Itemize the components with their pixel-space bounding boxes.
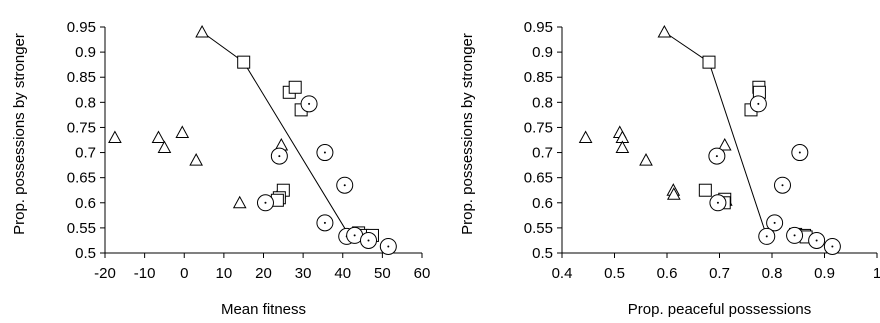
circle-point-center xyxy=(815,239,818,242)
x-tick-label: 0.7 xyxy=(709,265,730,282)
circle-point-center xyxy=(773,221,776,224)
circle-point-center xyxy=(353,234,356,237)
circle-point-center xyxy=(781,184,784,187)
y-tick-label: 0.8 xyxy=(532,94,553,111)
chart-panel-1: 0.5 0.55 0.6 0.65 0.7 0.75 0.8 0.85 0.9 0.95 -20 -1… xyxy=(11,19,430,318)
y-tick-label: 0.95 xyxy=(524,19,553,36)
triangle-point xyxy=(657,24,672,38)
circle-point-center xyxy=(715,155,718,158)
trend-line xyxy=(201,31,352,239)
x-tick-label: 0.5 xyxy=(604,265,625,282)
circle-point-center xyxy=(793,234,796,237)
y-tick-label: 0.55 xyxy=(524,220,553,237)
x-axis-title: Mean fitness xyxy=(221,301,306,318)
x-tick-label: 1 xyxy=(873,265,880,282)
x-axis-title: Prop. peaceful possessions xyxy=(628,301,811,318)
y-axis-title: Prop. possessions by stronger xyxy=(459,33,476,235)
triangle-point xyxy=(157,140,172,154)
triangle-point xyxy=(175,125,190,138)
y-tick-label: 0.6 xyxy=(532,195,553,212)
square-point xyxy=(698,183,712,197)
y-tick-label: 0.85 xyxy=(67,69,96,86)
x-tick-label: 0.6 xyxy=(657,265,678,282)
x-tick-label: 10 xyxy=(216,265,233,282)
y-tick-label: 0.7 xyxy=(75,145,96,162)
triangle-point xyxy=(195,24,209,38)
circle-point-center xyxy=(765,235,768,238)
circle-point-center xyxy=(323,221,326,224)
y-tick-label: 0.75 xyxy=(67,119,96,136)
x-tick-label: 40 xyxy=(334,265,351,282)
y-tick-label: 0.9 xyxy=(532,44,553,61)
y-tick-label: 0.75 xyxy=(524,119,553,136)
square-point xyxy=(237,55,251,69)
x-tick-label: -20 xyxy=(94,265,116,282)
y-tick-label: 0.5 xyxy=(532,245,553,262)
circle-point-center xyxy=(264,201,267,204)
y-tick-label: 0.9 xyxy=(75,44,96,61)
circle-point-center xyxy=(343,184,346,187)
circle-point-center xyxy=(367,239,370,242)
circle-point-center xyxy=(798,151,801,154)
x-tick-label: 0.9 xyxy=(814,265,835,282)
x-tick-label: 50 xyxy=(374,265,391,282)
triangle-point xyxy=(578,130,593,143)
y-tick-label: 0.5 xyxy=(75,245,96,262)
x-tick-label: 60 xyxy=(414,265,431,282)
circle-point-center xyxy=(831,245,834,248)
circle-point-center xyxy=(308,102,311,105)
square-point xyxy=(288,80,302,94)
y-tick-label: 0.55 xyxy=(67,220,96,237)
circle-point-center xyxy=(278,155,281,158)
chart-panel-2: 0.5 0.55 0.6 0.65 0.7 0.75 0.8 0.85 0.9 0.95 0.4 0.… xyxy=(459,19,880,318)
triangle-point xyxy=(108,130,122,143)
circle-point-center xyxy=(716,201,719,204)
triangle-point xyxy=(717,137,732,151)
x-tick-label: 0 xyxy=(180,265,188,282)
circle-point-center xyxy=(387,245,390,248)
y-tick-label: 0.65 xyxy=(67,170,96,187)
triangle-point xyxy=(639,153,653,166)
triangle-point xyxy=(151,130,166,143)
x-tick-label: -10 xyxy=(134,265,156,282)
y-tick-label: 0.8 xyxy=(75,94,96,111)
x-tick-label: 0.8 xyxy=(762,265,783,282)
circle-point-center xyxy=(323,151,326,154)
circle-point-center xyxy=(757,102,760,105)
triangle-point xyxy=(615,140,630,154)
triangle-point xyxy=(232,195,247,209)
y-tick-label: 0.95 xyxy=(67,19,96,36)
y-tick-label: 0.85 xyxy=(524,69,553,86)
x-tick-label: 0.4 xyxy=(552,265,573,282)
y-tick-label: 0.6 xyxy=(75,195,96,212)
triangle-point xyxy=(189,153,203,166)
triangle-point xyxy=(666,187,681,200)
y-axis-title: Prop. possessions by stronger xyxy=(11,33,28,235)
y-tick-label: 0.7 xyxy=(532,145,553,162)
x-tick-label: 20 xyxy=(255,265,272,282)
square-point xyxy=(702,55,716,69)
y-tick-label: 0.65 xyxy=(524,170,553,187)
x-tick-label: 30 xyxy=(295,265,312,282)
